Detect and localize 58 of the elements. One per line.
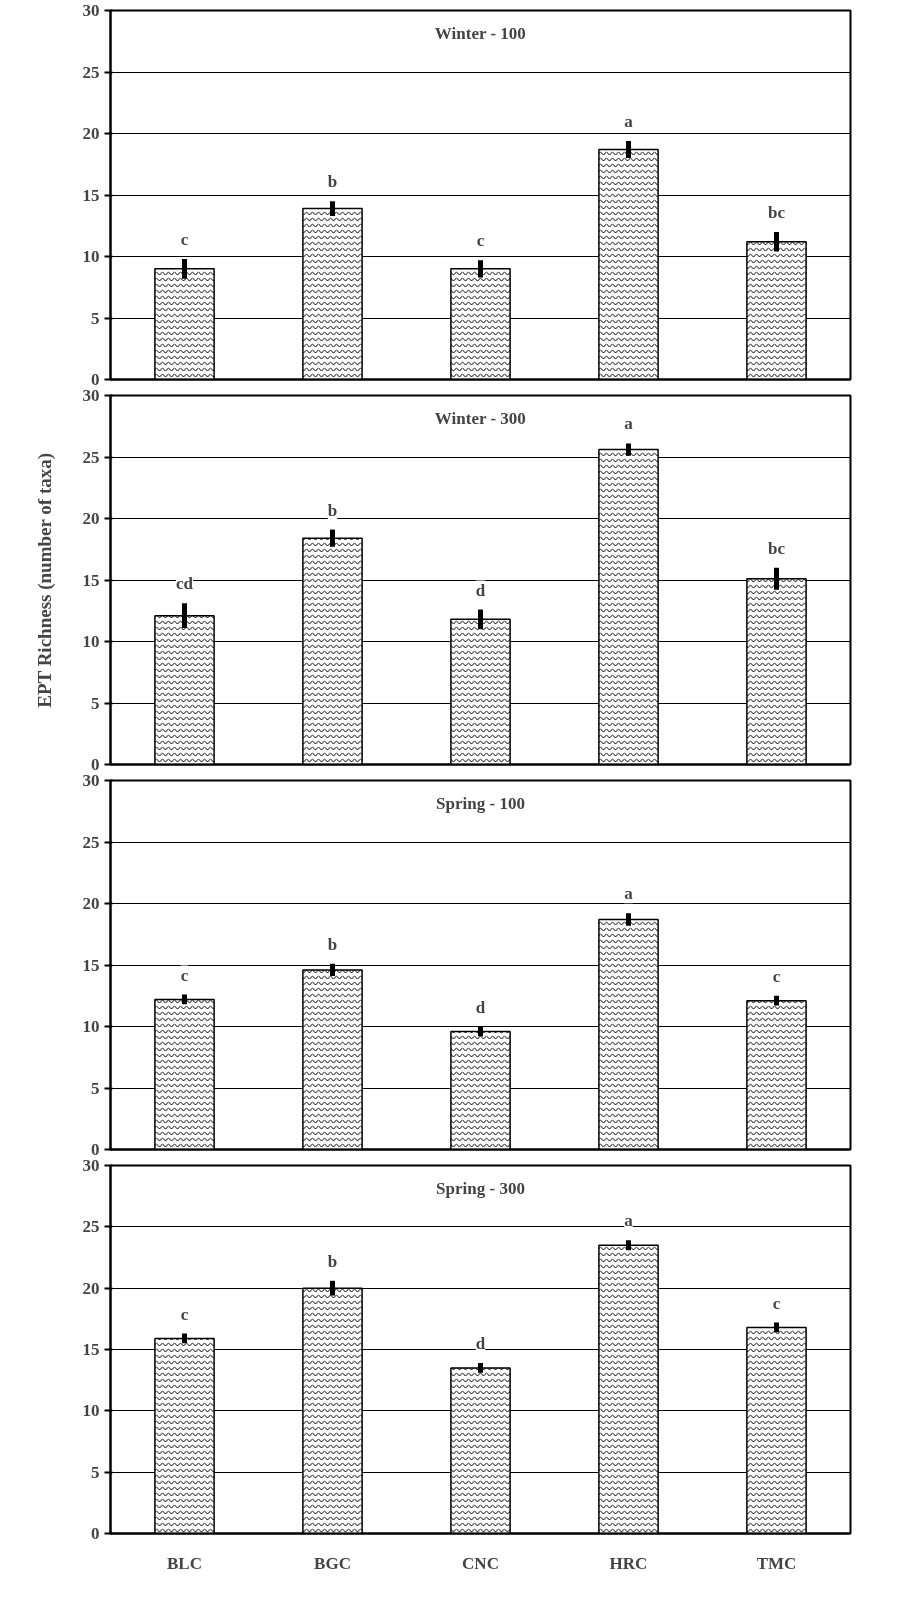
- x-tick-label: CNC: [462, 1553, 499, 1573]
- annotation: c: [180, 1304, 189, 1324]
- x-tick-label: BGC: [314, 1553, 351, 1573]
- y-tick-label: 25: [82, 447, 100, 467]
- y-tick-label: 0: [91, 1140, 100, 1159]
- y-tick-label: 0: [91, 370, 100, 389]
- annotation: c: [772, 966, 781, 986]
- y-tick-label: 0: [91, 755, 100, 774]
- y-tick-label: 25: [82, 832, 100, 852]
- annotation: d: [475, 580, 486, 600]
- annotation: c: [180, 965, 189, 985]
- y-tick-label: 20: [82, 894, 100, 913]
- y-tick-label: 15: [82, 955, 100, 975]
- y-tick-label: 15: [82, 185, 100, 205]
- x-tick-label: TMC: [756, 1553, 797, 1573]
- y-tick-label: 10: [82, 247, 100, 266]
- annotation: c: [476, 231, 485, 251]
- y-tick-label: 5: [91, 1078, 100, 1098]
- annotation: d: [475, 1333, 486, 1353]
- y-tick-label: 0: [91, 1524, 100, 1543]
- annotation: a: [624, 111, 634, 131]
- y-tick-label: 25: [82, 62, 100, 82]
- annotation: a: [624, 414, 634, 434]
- x-tick-label: BLC: [167, 1553, 202, 1573]
- annotation: b: [327, 1251, 338, 1271]
- annotation: c: [180, 229, 189, 249]
- y-tick-label: 30: [82, 1, 100, 20]
- annotation: d: [475, 997, 486, 1017]
- y-tick-label: 5: [91, 308, 100, 328]
- text: Spring - 100: [436, 793, 525, 813]
- annotation: b: [327, 172, 338, 192]
- annotation: c: [772, 1293, 781, 1313]
- y-tick-label: 30: [82, 386, 100, 405]
- annotation: a: [624, 884, 634, 904]
- annotation: bc: [768, 538, 786, 558]
- annotation: b: [327, 934, 338, 954]
- y-tick-label: 30: [82, 771, 100, 790]
- y-tick-label: 15: [82, 1340, 100, 1359]
- y-tick-label: 5: [91, 1462, 100, 1482]
- y-tick-label: 5: [91, 693, 100, 713]
- annotation: bc: [768, 202, 786, 222]
- y-axis-title: EPT Richness (number of taxa): [33, 452, 56, 708]
- y-tick-label: 25: [82, 1217, 100, 1237]
- annotation: cd: [176, 574, 194, 594]
- y-tick-label: 15: [82, 570, 100, 590]
- y-tick-label: 20: [82, 124, 100, 143]
- x-tick-label: HRC: [609, 1553, 648, 1573]
- text: Spring - 300: [436, 1178, 525, 1198]
- y-tick-label: 30: [82, 1156, 100, 1175]
- y-tick-label: 10: [82, 1401, 100, 1421]
- y-tick-label: 20: [82, 1278, 100, 1298]
- y-tick-label: 20: [82, 509, 100, 528]
- annotation: a: [624, 1211, 634, 1231]
- text: Winter - 300: [434, 408, 526, 428]
- text: Winter - 100: [434, 23, 526, 43]
- y-tick-label: 10: [82, 632, 100, 651]
- annotation: b: [327, 500, 338, 520]
- y-tick-label: 10: [82, 1017, 100, 1036]
